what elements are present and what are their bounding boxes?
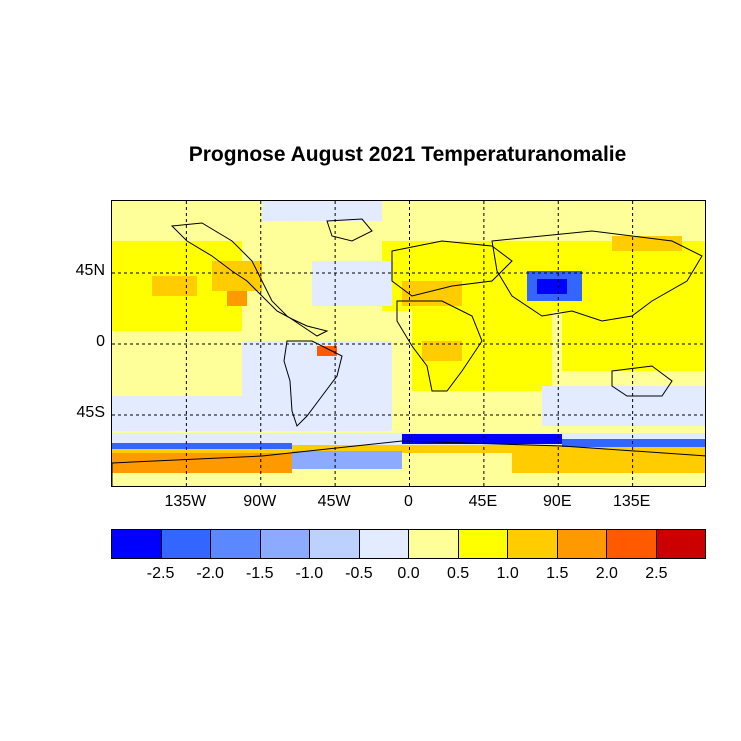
- longitude-label: 90E: [543, 493, 572, 510]
- latitude-label: 45N: [75, 262, 105, 279]
- longitude-label: 135W: [164, 493, 207, 510]
- colorbar-label: 1.5: [546, 565, 569, 582]
- colorbar-label: -2.0: [196, 565, 224, 582]
- map-title: Prognose August 2021 Temperaturanomalie: [188, 143, 627, 166]
- colorbar-label: 1.0: [496, 565, 519, 582]
- colorbar-label: -2.5: [146, 565, 175, 582]
- colorbar-label: -1.5: [245, 565, 274, 582]
- colorbar-swatch: [161, 530, 211, 558]
- colorbar-label: 2.0: [595, 565, 618, 582]
- longitude-label: 45W: [317, 493, 351, 510]
- colorbar-label: 0.5: [446, 565, 470, 582]
- colorbar-swatch: [211, 530, 261, 558]
- colorbar-swatch: [656, 530, 705, 558]
- colorbar-swatch: [607, 530, 657, 558]
- colorbar-swatch: [310, 530, 360, 558]
- colorbar-swatch: [458, 530, 508, 558]
- colorbar-swatch: [557, 530, 607, 558]
- anomaly-field: [112, 201, 705, 486]
- longitude-label: 45E: [468, 493, 498, 510]
- map-panel: [111, 200, 706, 487]
- colorbar-swatch: [359, 530, 409, 558]
- longitude-label: 90W: [243, 493, 277, 510]
- colorbar-swatch: [260, 530, 310, 558]
- colorbar: [111, 529, 706, 559]
- colorbar-swatch: [112, 530, 162, 558]
- colorbar-label: -1.0: [295, 565, 324, 582]
- colorbar-swatch: [409, 530, 459, 558]
- longitude-label: 0: [404, 493, 413, 510]
- colorbar-label: -0.5: [345, 565, 373, 582]
- colorbar-swatch: [508, 530, 558, 558]
- colorbar-label: 0.0: [397, 565, 420, 582]
- longitude-label: 135E: [612, 493, 651, 510]
- colorbar-label: 2.5: [645, 565, 668, 582]
- latitude-label: 0: [96, 333, 105, 350]
- latitude-label: 45S: [76, 404, 105, 421]
- anomaly-map: [112, 201, 705, 486]
- coastlines: [112, 218, 705, 486]
